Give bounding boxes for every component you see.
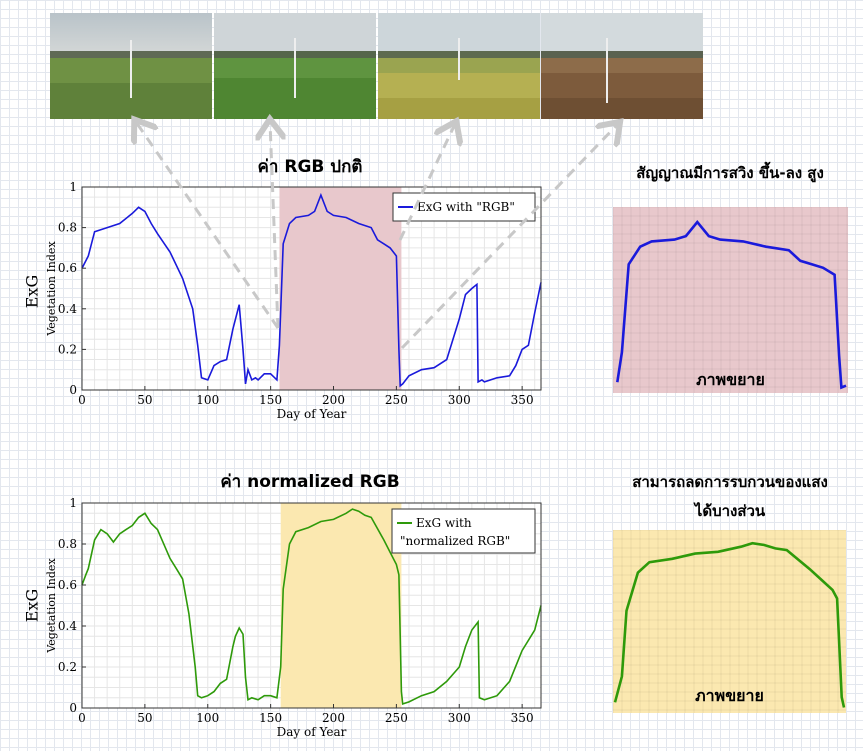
zoom-label-bottom: ภาพขยาย [695,686,764,705]
zoom-background [613,530,846,713]
x-tick-label: 250 [385,393,408,407]
x-tick-label: 200 [322,711,345,725]
x-tick-label: 150 [259,711,282,725]
y-tick-label: 0.8 [58,537,77,551]
y-tick-label: 0.2 [58,342,77,356]
zoom-panel-bottom [613,530,846,713]
plot-frame [81,502,542,709]
chart-0: 0 50 100 150 200 250 300 350 0 0.2 0.4 0.6 0.8 1 Day o… [45,180,542,421]
zoom-series-line [616,219,847,390]
series-line [81,508,542,705]
arrow-3 [398,124,455,241]
series-line [81,192,542,388]
plot-frame [81,186,542,391]
arrow-1 [136,122,280,329]
y-axis-label: Vegetation Index [45,558,58,654]
x-axis-label: Day of Year [277,407,347,421]
photo-harvested-field [541,13,703,119]
x-tick-label: 350 [511,711,534,725]
bottom-side-title-line1: สามารถลดการรบกวนของแสง [632,473,828,491]
x-tick-label: 0 [78,393,86,407]
y-tick-label: 1 [69,180,77,194]
y-tick-label: 0.6 [58,261,77,275]
bottom-side-title-line2: ได้บางส่วน [694,502,766,520]
x-tick-label: 100 [196,711,219,725]
y-tick-label: 1 [69,496,77,510]
legend-label-line2: "normalized RGB" [400,534,510,548]
x-tick-label: 50 [137,393,152,407]
highlight-region [280,503,402,708]
legend-box [391,508,536,554]
x-tick-label: 300 [448,393,471,407]
y-tick-label: 0 [69,701,77,715]
zoom-series-line [613,541,846,708]
y-tick-label: 0.4 [58,619,77,633]
y-tick-label: 0 [69,383,77,397]
legend-label: ExG with [416,516,472,530]
x-tick-label: 250 [385,711,408,725]
x-tick-label: 100 [196,393,219,407]
y-tick-label: 0.8 [58,221,77,235]
chart-1: 0 50 100 150 200 250 300 350 0 0.2 0.4 0.6 0.8 1 Day o… [45,496,542,739]
y-axis-label: Vegetation Index [45,241,58,337]
top-side-title: สัญญาณมีการสวิง ขึ้น-ลง สูง [636,164,824,182]
top-chart-title: ค่า RGB ปกติ [257,157,363,177]
y-tick-label: 0.4 [58,302,77,316]
zoom-panel-top [613,207,848,393]
zoom-background [613,207,848,393]
photo-green-wheat [214,13,376,119]
x-tick-label: 0 [78,711,86,725]
x-tick-label: 350 [511,393,534,407]
highlight-region [279,187,402,390]
photo-ripening-wheat [378,13,540,119]
bottom-chart-title: ค่า normalized RGB [220,472,400,492]
x-tick-label: 150 [259,393,282,407]
x-axis-label: Day of Year [277,725,347,739]
y-tick-label: 0.2 [58,660,77,674]
arrow-2 [270,122,278,329]
y-tick-label: 0.6 [58,578,77,592]
zoom-label-top: ภาพขยาย [696,370,765,389]
legend-label: ExG with "RGB" [417,200,515,214]
arrow-4 [400,124,618,350]
x-tick-label: 300 [448,711,471,725]
x-tick-label: 50 [137,711,152,725]
x-tick-label: 200 [322,393,345,407]
photo-young-wheat [50,13,212,119]
